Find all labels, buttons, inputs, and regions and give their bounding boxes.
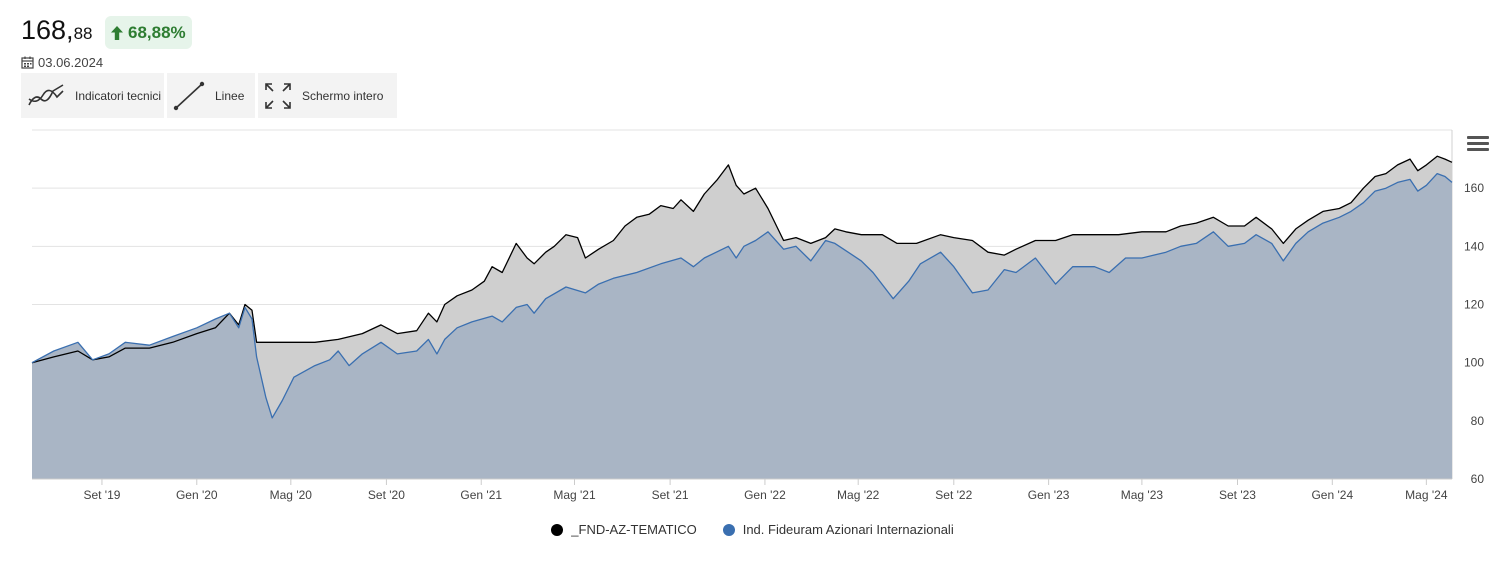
chart-areas bbox=[32, 156, 1452, 479]
price-integer: 168, bbox=[21, 15, 74, 45]
change-value: 68,88% bbox=[128, 22, 186, 42]
chart-toolbar: Indicatori tecnici Linee Schermo intero bbox=[21, 73, 397, 118]
y-tick-label: 80 bbox=[1471, 414, 1485, 428]
y-tick-label: 140 bbox=[1464, 239, 1484, 253]
series-index-line[interactable] bbox=[31, 172, 1453, 419]
date-value: 03.06.2024 bbox=[38, 55, 104, 70]
y-tick-label: 120 bbox=[1464, 298, 1484, 312]
x-tick-label: Set '22 bbox=[935, 488, 972, 502]
fullscreen-button[interactable]: Schermo intero bbox=[258, 73, 397, 118]
series-index-area bbox=[32, 173, 1452, 479]
change-badge: 68,88% bbox=[105, 16, 192, 49]
calendar-icon bbox=[21, 56, 34, 69]
x-tick-label: Set '19 bbox=[83, 488, 120, 502]
legend-label-index: Ind. Fideuram Azionari Internazionali bbox=[742, 522, 954, 537]
x-tick-label: Mag '23 bbox=[1121, 488, 1164, 502]
legend-item-fund[interactable]: _FND-AZ-TEMATICO bbox=[551, 522, 697, 537]
x-tick-label: Mag '22 bbox=[837, 488, 880, 502]
lines-button[interactable]: Linee bbox=[167, 73, 255, 118]
x-tick-label: Mag '20 bbox=[270, 488, 313, 502]
x-tick-label: Gen '21 bbox=[460, 488, 502, 502]
price-decimal: 88 bbox=[73, 24, 93, 43]
line-icon bbox=[173, 81, 205, 110]
series-fund-line[interactable] bbox=[31, 155, 1453, 364]
x-tick-label: Set '20 bbox=[368, 488, 405, 502]
legend-item-index[interactable]: Ind. Fideuram Azionari Internazionali bbox=[722, 522, 954, 537]
last-price: 168, 88 bbox=[21, 15, 92, 49]
y-tick-label: 100 bbox=[1464, 356, 1484, 370]
lines-label: Linee bbox=[215, 88, 245, 103]
x-tick-label: Set '21 bbox=[652, 488, 689, 502]
x-tick-label: Set '23 bbox=[1219, 488, 1256, 502]
x-tick-label: Gen '22 bbox=[744, 488, 786, 502]
chart-legend: _FND-AZ-TEMATICO Ind. Fideuram Azionari … bbox=[0, 522, 1505, 537]
x-tick-label: Mag '24 bbox=[1405, 488, 1448, 502]
arrow-up-icon bbox=[111, 25, 123, 40]
price-date: 03.06.2024 bbox=[21, 55, 103, 70]
indicators-button[interactable]: Indicatori tecnici bbox=[21, 73, 164, 118]
chart-lines bbox=[31, 155, 1453, 419]
menu-icon[interactable] bbox=[1467, 136, 1489, 154]
legend-label-fund: _FND-AZ-TEMATICO bbox=[571, 522, 697, 537]
x-tick-label: Gen '24 bbox=[1311, 488, 1353, 502]
x-tick-label: Mag '21 bbox=[553, 488, 596, 502]
fullscreen-label: Schermo intero bbox=[302, 88, 384, 103]
y-tick-label: 160 bbox=[1464, 181, 1484, 195]
x-tick-label: Gen '20 bbox=[176, 488, 218, 502]
x-tick-label: Gen '23 bbox=[1028, 488, 1070, 502]
legend-dot-fund bbox=[551, 523, 564, 536]
legend-dot-index bbox=[722, 523, 735, 536]
x-axis: Set '19 Gen '20 Mag '20 Set '20 Gen '21 Mag '… bbox=[32, 478, 1452, 502]
y-tick-label: 60 bbox=[1471, 472, 1485, 486]
indicators-label: Indicatori tecnici bbox=[75, 88, 162, 103]
fullscreen-icon bbox=[265, 82, 291, 109]
y-axis: 60 80 100 120 140 160 bbox=[1464, 181, 1484, 486]
indicators-icon bbox=[28, 83, 64, 105]
